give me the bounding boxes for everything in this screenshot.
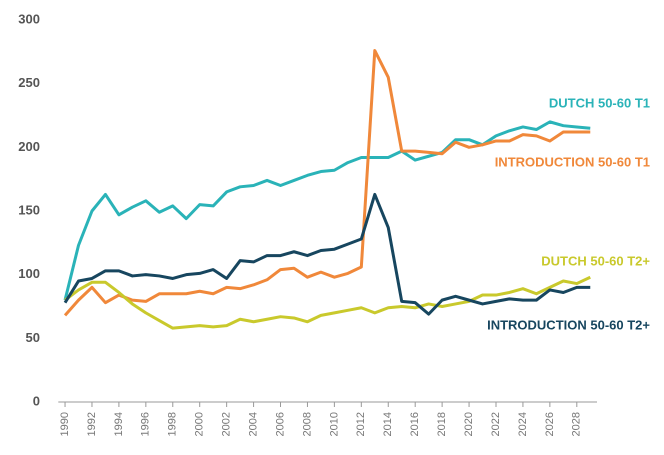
x-tick-label: 1994 (113, 412, 125, 436)
x-tick-label: 1998 (167, 412, 179, 436)
y-tick-label: 100 (18, 266, 40, 281)
x-tick-label: 2002 (221, 412, 233, 436)
y-tick-label: 0 (33, 393, 40, 408)
x-tick-label: 2018 (436, 412, 448, 436)
x-tick-label: 2016 (409, 412, 421, 436)
x-tick-label: 2012 (355, 412, 367, 436)
x-tick-label: 2008 (301, 412, 313, 436)
x-tick-label: 2022 (490, 412, 502, 436)
x-tick-label: 1990 (59, 412, 71, 436)
series-line (64, 275, 591, 330)
series-line (63, 49, 591, 317)
y-tick-label: 150 (18, 202, 40, 217)
series-line (63, 120, 591, 301)
series-label: INTRODUCTION 50-60 T2+ (487, 317, 650, 332)
x-tick-label: 2020 (463, 412, 475, 436)
series-line (63, 192, 591, 316)
x-tick-label: 2014 (382, 412, 394, 436)
x-tick-label: 2010 (328, 412, 340, 436)
series-label: INTRODUCTION 50-60 T1 (495, 154, 650, 169)
x-tick-label: 2004 (247, 412, 259, 436)
x-tick-label: 2006 (274, 412, 286, 436)
y-tick-label: 300 (18, 11, 40, 26)
series-label: DUTCH 50-60 T1 (549, 95, 650, 110)
y-tick-label: 50 (26, 330, 40, 345)
x-tick-label: 2024 (517, 412, 529, 436)
y-tick-label: 200 (18, 139, 40, 154)
x-tick-label: 2026 (544, 412, 556, 436)
x-tick-label: 2028 (571, 412, 583, 436)
x-tick-label: 1996 (140, 412, 152, 436)
x-tick-label: 2000 (194, 412, 206, 436)
series-label: DUTCH 50-60 T2+ (541, 253, 650, 268)
x-tick-label: 1992 (86, 412, 98, 436)
y-tick-label: 250 (18, 75, 40, 90)
